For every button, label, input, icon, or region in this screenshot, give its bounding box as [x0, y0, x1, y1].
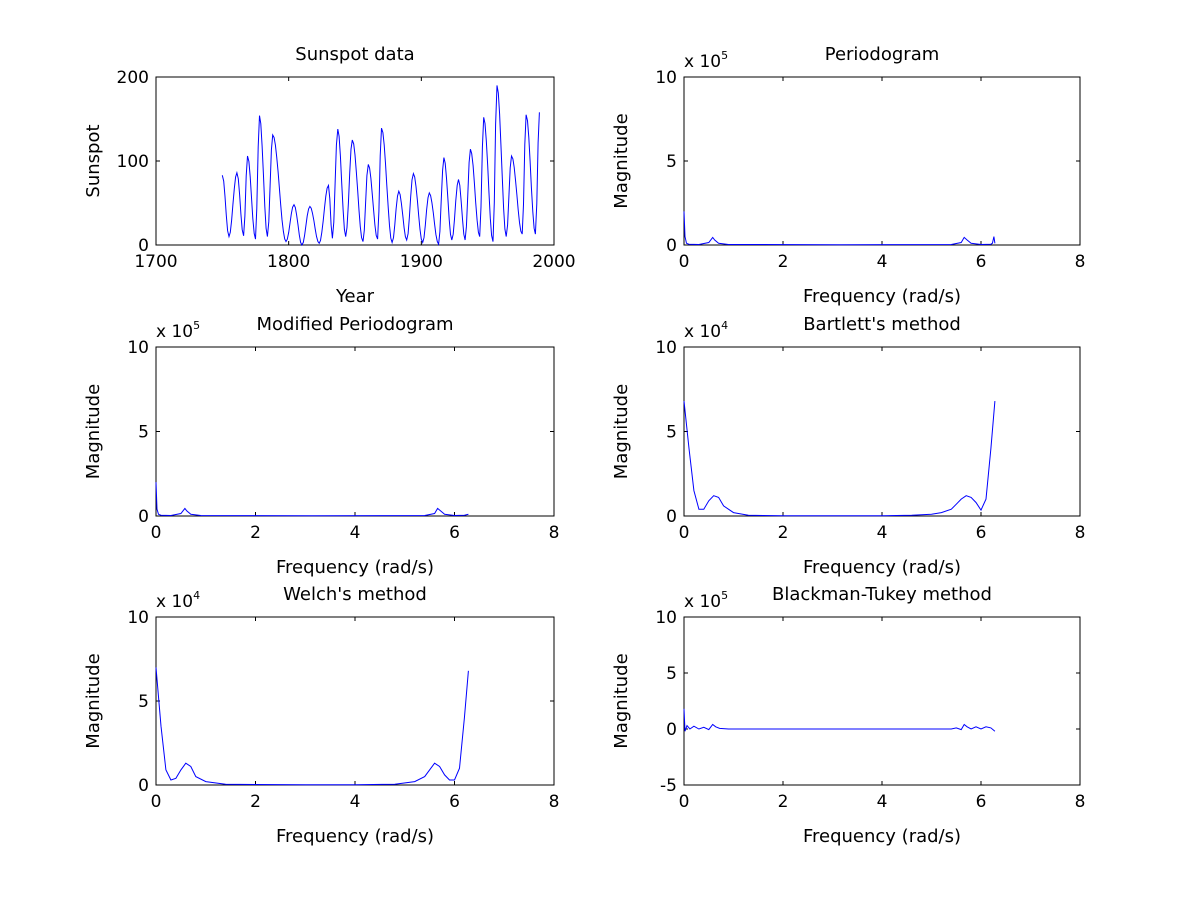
x-tick-label: 0: [151, 523, 162, 543]
y-tick-label: 0: [666, 720, 677, 740]
y-axis-label: Magnitude: [611, 113, 632, 208]
y-tick-label: 10: [127, 338, 149, 358]
x-tick-label: 8: [1075, 252, 1086, 272]
y-tick-label: 5: [138, 423, 149, 443]
series-line: [683, 708, 996, 732]
plot-title: Bartlett's method: [803, 314, 961, 335]
x-tick-label: 6: [449, 523, 460, 543]
x-tick-label: 0: [151, 792, 162, 812]
axes-box: [683, 616, 1081, 786]
y-exponent-label: x 104: [684, 319, 728, 342]
series-line: [683, 401, 996, 517]
y-tick-label: 200: [117, 68, 149, 88]
subplot-2: 0 2 4 6 8 0 5 10 x 105 Periodogram Frequency (rad/…: [611, 44, 1085, 307]
axes-box: [155, 616, 555, 786]
subplot-1: 1700 1800 1900 2000 0 100 200 Sunspot data Year S…: [83, 44, 576, 307]
y-exponent-label: x 104: [156, 589, 200, 612]
x-tick-label: 4: [877, 523, 888, 543]
x-tick-label: 4: [350, 523, 361, 543]
y-tick-label: 100: [117, 152, 149, 172]
plot-title: Welch's method: [283, 584, 427, 605]
y-tick-label: 5: [666, 152, 677, 172]
x-tick-label: 0: [679, 252, 690, 272]
axes-box: [683, 346, 1081, 517]
y-exponent-label: x 105: [684, 589, 728, 612]
plot-title: Blackman-Tukey method: [772, 584, 992, 605]
x-tick-label: 4: [350, 792, 361, 812]
plot-title: Modified Periodogram: [256, 314, 453, 335]
plot-title: Periodogram: [825, 44, 940, 65]
x-tick-label: 2: [250, 523, 261, 543]
x-tick-label: 1900: [400, 252, 443, 272]
y-tick-label: 10: [655, 68, 677, 88]
x-axis-label: Frequency (rad/s): [276, 557, 434, 578]
x-axis-label: Frequency (rad/s): [803, 826, 961, 847]
series-line: [155, 482, 469, 517]
x-tick-label: 8: [549, 523, 560, 543]
series-line: [683, 211, 996, 246]
y-axis-label: Magnitude: [611, 384, 632, 479]
subplot-3: 0 2 4 6 8 0 5 10 x 105 Modified Periodogram Freque…: [83, 314, 559, 578]
x-tick-label: 6: [976, 252, 987, 272]
x-tick-label: 0: [679, 523, 690, 543]
x-tick-label: 6: [449, 792, 460, 812]
y-tick-label: 5: [138, 692, 149, 712]
x-axis-label: Frequency (rad/s): [803, 557, 961, 578]
y-tick-label: 10: [127, 608, 149, 628]
x-tick-label: 1700: [134, 252, 177, 272]
y-axis-label: Sunspot: [83, 124, 104, 197]
x-axis-label: Year: [335, 286, 375, 307]
y-tick-label: 10: [655, 338, 677, 358]
y-tick-label: 5: [666, 664, 677, 684]
y-axis-label: Magnitude: [83, 384, 104, 479]
x-tick-label: 4: [877, 252, 888, 272]
y-tick-label: 10: [655, 608, 677, 628]
subplot-4: 0 2 4 6 8 0 5 10 x 104 Bartlett's method Frequency…: [611, 314, 1085, 578]
x-tick-label: 2: [778, 523, 789, 543]
y-tick-label: 0: [666, 236, 677, 256]
x-tick-label: 8: [1075, 523, 1086, 543]
y-tick-label: 0: [138, 776, 149, 796]
x-tick-label: 4: [877, 792, 888, 812]
series-line: [155, 667, 469, 786]
y-exponent-label: x 105: [156, 319, 200, 342]
y-tick-label: 5: [666, 423, 677, 443]
x-axis-label: Frequency (rad/s): [276, 826, 434, 847]
x-tick-label: 6: [976, 523, 987, 543]
y-tick-label: 0: [666, 507, 677, 527]
y-tick-label: -5: [660, 776, 677, 796]
series-line: [221, 85, 540, 247]
axes-box: [683, 76, 1081, 246]
y-tick-label: 0: [138, 236, 149, 256]
x-tick-label: 8: [549, 792, 560, 812]
x-tick-label: 2000: [532, 252, 575, 272]
x-axis-label: Frequency (rad/s): [803, 286, 961, 307]
y-axis-label: Magnitude: [611, 653, 632, 748]
x-tick-label: 0: [679, 792, 690, 812]
x-tick-label: 2: [250, 792, 261, 812]
y-exponent-label: x 105: [684, 49, 728, 72]
x-tick-label: 2: [778, 792, 789, 812]
y-tick-label: 0: [138, 507, 149, 527]
subplot-5: 0 2 4 6 8 0 5 10 x 104 Welch's method Frequency (r…: [83, 584, 559, 847]
plot-title: Sunspot data: [295, 44, 414, 65]
x-tick-label: 2: [778, 252, 789, 272]
x-tick-label: 6: [976, 792, 987, 812]
x-tick-label: 8: [1075, 792, 1086, 812]
axes-box: [155, 346, 555, 517]
y-axis-label: Magnitude: [83, 653, 104, 748]
x-tick-label: 1800: [267, 252, 310, 272]
